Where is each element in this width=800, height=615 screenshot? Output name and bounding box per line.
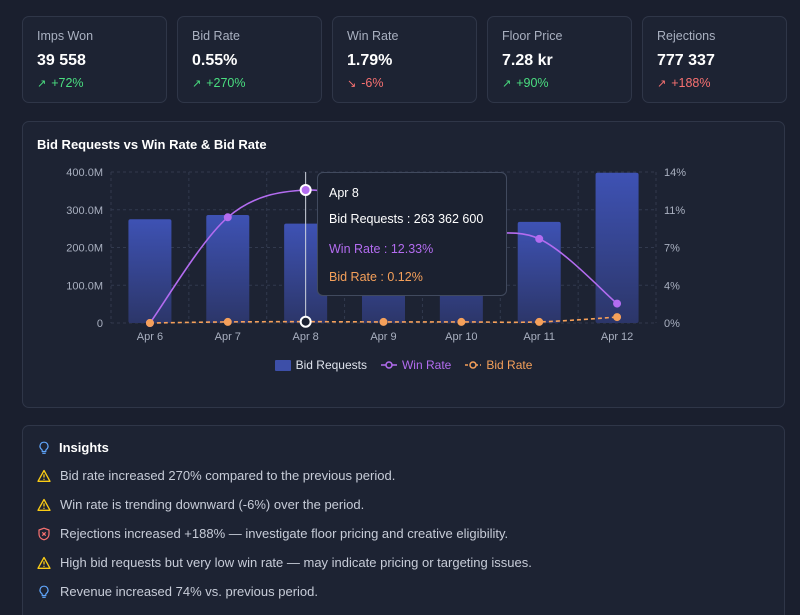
x-tick-label: Apr 9	[370, 331, 396, 343]
kpi-delta: ↗ +270%	[192, 76, 307, 90]
arrow-down-right-icon: ↘	[347, 77, 357, 90]
point-win-rate	[223, 213, 232, 222]
tooltip-bid-rate: Bid Rate : 0.12%	[329, 270, 423, 284]
legend-label: Win Rate	[401, 358, 452, 372]
insight-text: Win rate is trending downward (-6%) over…	[60, 497, 365, 512]
shield-alert-icon	[38, 527, 50, 540]
y-right-tick-label: 11%	[664, 205, 685, 217]
kpi-value: 7.28 kr	[502, 52, 553, 69]
legend-swatch-line-bid	[465, 361, 482, 369]
x-tick-label: Apr 6	[137, 331, 163, 343]
kpi-label: Rejections	[657, 29, 716, 43]
insights-panel: Insights Bid rate increased 270% compare…	[22, 425, 785, 615]
kpi-delta-value: +188%	[671, 76, 711, 90]
legend-item-bid-requests[interactable]: Bid Requests	[274, 358, 367, 372]
warning-icon	[37, 498, 51, 511]
legend-swatch-line-win	[380, 361, 397, 369]
arrow-up-right-icon: ↗	[657, 77, 667, 90]
warning-icon	[37, 556, 51, 569]
kpi-value: 39 558	[37, 52, 86, 69]
kpi-label: Bid Rate	[192, 29, 240, 43]
kpi-label: Imps Won	[37, 29, 94, 43]
insight-item: High bid requests but very low win rate …	[37, 555, 532, 570]
y-left-tick-label: 200.0M	[66, 243, 103, 255]
tooltip-requests: Bid Requests : 263 362 600	[329, 212, 484, 226]
kpi-card-imps-won[interactable]: Imps Won 39 558 ↗ +72%	[22, 16, 167, 103]
y-left-tick-label: 400.0M	[66, 167, 103, 179]
lightbulb-icon	[39, 441, 49, 454]
point-bid-rate	[535, 317, 544, 326]
y-left-tick-label: 300.0M	[66, 205, 103, 217]
kpi-label: Win Rate	[347, 29, 399, 43]
kpi-delta: ↘ -6%	[347, 76, 462, 90]
y-right-tick-label: 14%	[664, 167, 686, 179]
insight-text: Revenue increased 74% vs. previous perio…	[60, 584, 318, 599]
y-right-tick-label: 7%	[664, 243, 680, 255]
x-tick-label: Apr 11	[523, 331, 555, 343]
insight-item: Revenue increased 74% vs. previous perio…	[37, 584, 318, 599]
y-right-tick-label: 4%	[664, 280, 680, 292]
bar-bid-requests	[206, 215, 250, 323]
x-tick-label: Apr 10	[445, 331, 477, 343]
kpi-card-bid-rate[interactable]: Bid Rate 0.55% ↗ +270%	[177, 16, 322, 103]
kpi-value: 777 337	[657, 52, 715, 69]
point-bid-rate	[457, 317, 466, 326]
chart-title: Bid Requests vs Win Rate & Bid Rate	[37, 137, 267, 152]
point-bid-rate	[379, 317, 388, 326]
x-tick-label: Apr 7	[215, 331, 241, 343]
point-bid-rate	[223, 317, 232, 326]
kpi-delta-value: -6%	[361, 76, 384, 90]
chart-tooltip: Apr 8 Bid Requests : 263 362 600 Win Rat…	[317, 172, 507, 296]
kpi-value: 1.79%	[347, 52, 393, 69]
insights-header: Insights	[37, 440, 109, 455]
kpi-delta-value: +90%	[516, 76, 549, 90]
x-tick-label: Apr 12	[601, 331, 633, 343]
kpi-delta: ↗ +188%	[657, 76, 772, 90]
warning-icon	[37, 469, 51, 482]
x-tick-label: Apr 8	[292, 331, 318, 343]
point-bid-rate	[299, 315, 312, 328]
kpi-delta-value: +72%	[51, 76, 84, 90]
kpi-label: Floor Price	[502, 29, 563, 43]
chart-legend: Bid Requests Win Rate Bid Rate	[23, 358, 784, 372]
insight-text: Bid rate increased 270% compared to the …	[60, 468, 396, 483]
arrow-up-right-icon: ↗	[502, 77, 512, 90]
chart-panel: 400.0M 14% 300.0M 11% 200.0M 7% 100.0M 4% 0 0% Apr…	[22, 121, 785, 408]
kpi-row: Imps Won 39 558 ↗ +72% Bid Rate 0.55% ↗ …	[22, 16, 787, 103]
lightbulb-icon	[39, 585, 49, 598]
insight-item: Win rate is trending downward (-6%) over…	[37, 497, 364, 512]
tooltip-date: Apr 8	[329, 186, 359, 200]
insight-item: Bid rate increased 270% compared to the …	[37, 468, 395, 483]
y-left-tick-label: 100.0M	[66, 280, 103, 292]
bar-bid-requests	[595, 172, 639, 323]
arrow-up-right-icon: ↗	[37, 77, 47, 90]
legend-swatch-bar	[274, 359, 291, 371]
insight-item: Rejections increased +188% — investigate…	[37, 526, 508, 541]
insight-text: Rejections increased +188% — investigate…	[60, 526, 509, 541]
insights-title: Insights	[59, 440, 109, 455]
kpi-delta: ↗ +90%	[502, 76, 617, 90]
kpi-card-floor-price[interactable]: Floor Price 7.28 kr ↗ +90%	[487, 16, 632, 103]
point-bid-rate	[613, 313, 622, 322]
legend-item-win-rate[interactable]: Win Rate	[380, 358, 452, 372]
bar-bid-requests	[128, 219, 172, 323]
point-bid-rate	[145, 319, 154, 327]
kpi-delta-value: +270%	[206, 76, 246, 90]
kpi-delta: ↗ +72%	[37, 76, 152, 90]
y-left-tick-label: 0	[97, 318, 103, 330]
kpi-card-rejections[interactable]: Rejections 777 337 ↗ +188%	[642, 16, 787, 103]
point-win-rate	[613, 299, 622, 308]
point-win-rate	[535, 234, 544, 243]
legend-label: Bid Rate	[486, 358, 533, 372]
bar-bid-requests	[517, 221, 561, 323]
kpi-value: 0.55%	[192, 52, 238, 69]
y-right-tick-label: 0%	[664, 318, 680, 330]
legend-label: Bid Requests	[295, 358, 367, 372]
insight-text: High bid requests but very low win rate …	[60, 555, 532, 570]
tooltip-win-rate: Win Rate : 12.33%	[329, 242, 434, 256]
point-win-rate	[299, 184, 312, 197]
legend-item-bid-rate[interactable]: Bid Rate	[465, 358, 532, 372]
arrow-up-right-icon: ↗	[192, 77, 202, 90]
kpi-card-win-rate[interactable]: Win Rate 1.79% ↘ -6%	[332, 16, 477, 103]
